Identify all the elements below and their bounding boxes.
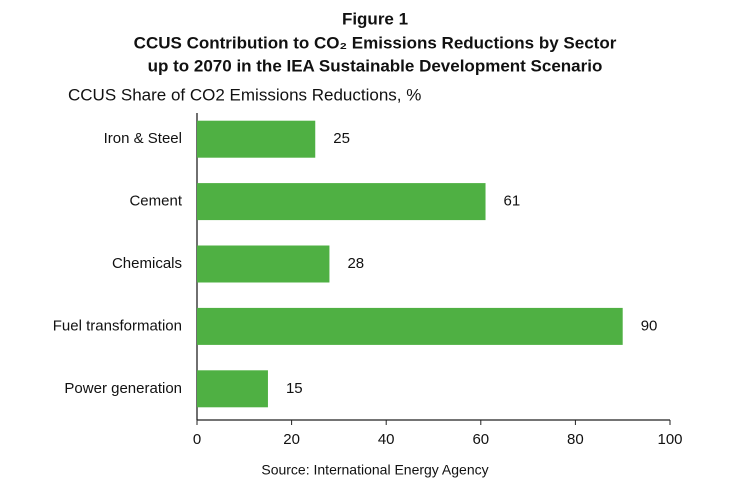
- bar: [197, 183, 486, 221]
- chart-title: Figure 1: [342, 9, 408, 28]
- x-tick-label: 100: [657, 431, 682, 448]
- y-tick-label: Fuel transformation: [53, 317, 182, 334]
- y-tick-label: Cement: [129, 193, 182, 210]
- bar: [197, 307, 623, 345]
- chart-subtitle: CCUS Share of CO2 Emissions Reductions, …: [68, 85, 421, 104]
- chart-title: up to 2070 in the IEA Sustainable Develo…: [148, 56, 603, 75]
- x-tick-label: 80: [567, 431, 584, 448]
- y-tick-label: Chemicals: [112, 255, 182, 272]
- y-tick-label: Power generation: [64, 380, 182, 397]
- x-tick-label: 60: [472, 431, 489, 448]
- x-tick-label: 0: [193, 431, 201, 448]
- value-label: 15: [286, 380, 303, 397]
- y-tick-label: Iron & Steel: [104, 130, 182, 147]
- value-label: 90: [641, 317, 658, 334]
- x-tick-label: 40: [378, 431, 395, 448]
- bar: [197, 370, 268, 408]
- value-label: 28: [347, 255, 364, 272]
- chart-title: CCUS Contribution to CO₂ Emissions Reduc…: [134, 33, 617, 52]
- x-tick-label: 20: [283, 431, 300, 448]
- value-label: 61: [504, 193, 521, 210]
- bar: [197, 120, 316, 158]
- bar: [197, 245, 330, 283]
- value-label: 25: [333, 130, 350, 147]
- source-note: Source: International Energy Agency: [261, 462, 488, 478]
